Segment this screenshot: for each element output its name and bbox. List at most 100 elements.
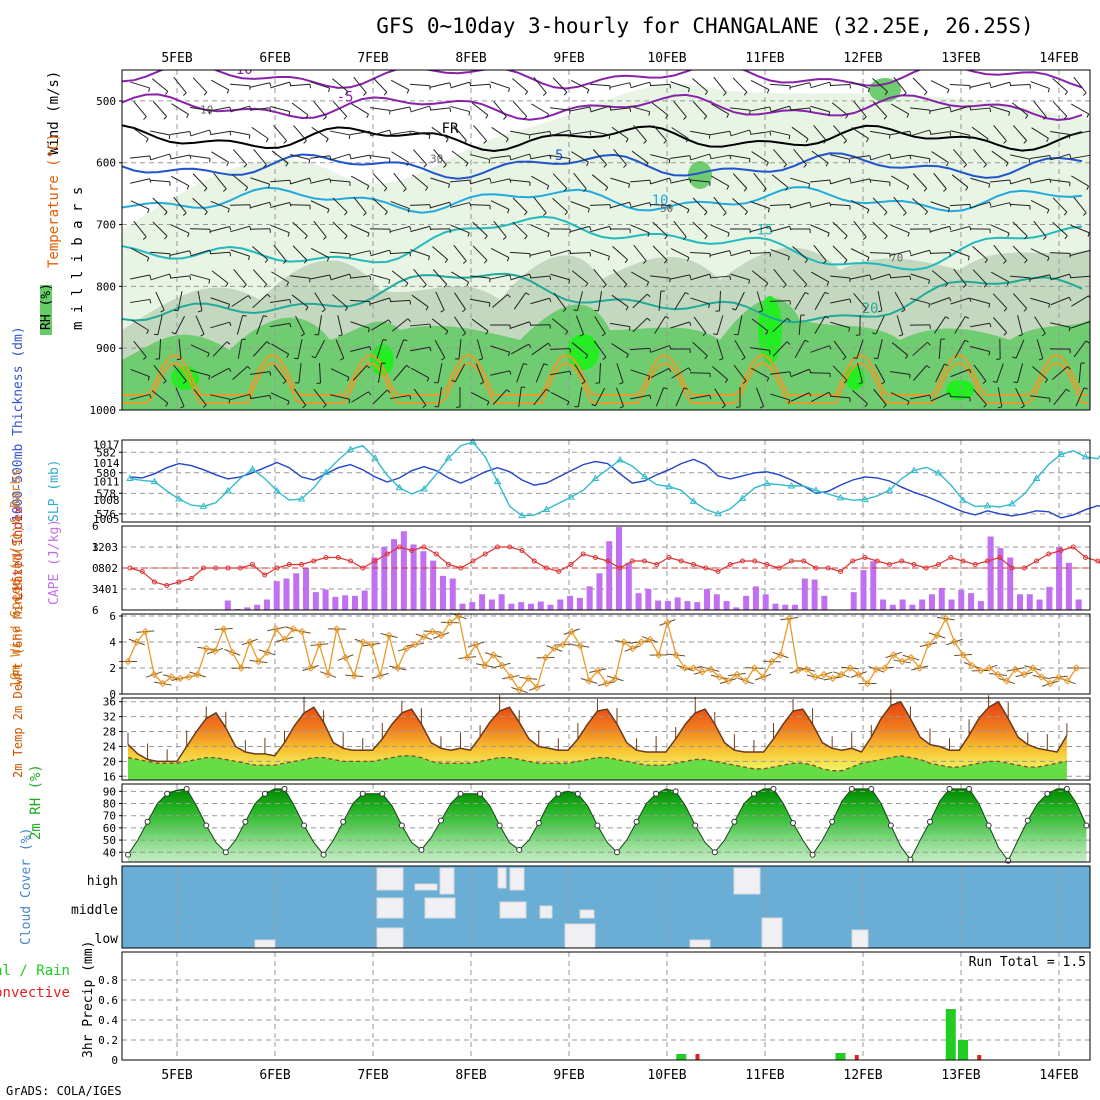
wind-barb bbox=[770, 105, 790, 113]
wind-barb bbox=[991, 150, 1009, 164]
li-point bbox=[1083, 555, 1088, 560]
cape-bar bbox=[694, 602, 701, 610]
wind-barb bbox=[131, 126, 149, 140]
cape-bar bbox=[410, 544, 417, 610]
cape-bar bbox=[234, 608, 241, 610]
tick-label: 580 bbox=[96, 467, 116, 480]
wind-barb bbox=[751, 151, 769, 163]
wind-barb bbox=[470, 391, 490, 403]
wind-barb-flag bbox=[243, 164, 248, 168]
wind-speed-point bbox=[1063, 677, 1072, 685]
wind-barb bbox=[929, 252, 951, 254]
wind-barb bbox=[1013, 125, 1027, 141]
wind-barb-flag bbox=[407, 318, 411, 322]
wind-barb bbox=[170, 175, 190, 187]
wind-barb bbox=[850, 155, 870, 159]
wind-barb bbox=[590, 130, 610, 136]
wind-barb-flag bbox=[586, 89, 590, 94]
wind-barb-flag bbox=[1007, 232, 1010, 238]
wind-barb-flag bbox=[704, 235, 708, 240]
wind-barb-flag bbox=[406, 162, 409, 167]
wind-barb bbox=[769, 300, 791, 302]
wind-barb-flag bbox=[703, 211, 708, 216]
wind-barb bbox=[569, 251, 591, 255]
cape-bar bbox=[655, 600, 662, 610]
wind-barb-flag bbox=[545, 388, 550, 392]
wind-barb-flag bbox=[783, 164, 787, 168]
wind-barb bbox=[193, 388, 207, 406]
wind-barb-flag bbox=[249, 105, 252, 110]
wind-barb bbox=[493, 100, 507, 118]
slp-line-point bbox=[616, 455, 624, 463]
wind-barb bbox=[593, 340, 607, 358]
tick-label: 0.8 bbox=[98, 974, 118, 987]
wind-barb bbox=[471, 318, 489, 332]
wind-barb bbox=[158, 338, 162, 360]
wind-barb bbox=[832, 245, 848, 261]
wind-barb bbox=[390, 200, 410, 210]
cape-bar bbox=[263, 599, 270, 610]
wind-barb bbox=[930, 131, 950, 135]
wind-barb bbox=[913, 365, 927, 381]
wind-barb-flag bbox=[564, 211, 568, 216]
wind-barb bbox=[509, 179, 531, 183]
wind-barb-flag bbox=[171, 331, 176, 335]
wind-barb-flag bbox=[169, 153, 172, 158]
wind-barb-flag bbox=[383, 187, 388, 192]
li-point bbox=[838, 569, 843, 574]
wind-barb bbox=[649, 204, 671, 206]
wind-barb bbox=[732, 198, 748, 212]
rh-contour-label: 50 bbox=[660, 202, 673, 215]
wind-barb bbox=[149, 179, 171, 183]
wind-barb bbox=[469, 204, 491, 206]
wind-barb bbox=[1030, 178, 1050, 184]
wind-speed-point bbox=[141, 627, 150, 636]
wind-barb bbox=[1031, 127, 1049, 139]
tick-label: 6 bbox=[92, 520, 99, 533]
rh-point bbox=[516, 846, 523, 853]
legend-convective: Convective bbox=[0, 985, 70, 1001]
wind-barb bbox=[130, 274, 150, 280]
wind-barb bbox=[516, 363, 524, 383]
wind-barb bbox=[173, 76, 187, 94]
wind-barb-flag bbox=[877, 310, 883, 313]
wind-speed-point bbox=[228, 648, 237, 657]
wind-barb-flag bbox=[608, 135, 611, 140]
wind-speed-point bbox=[480, 661, 489, 670]
wind-barb bbox=[453, 125, 467, 141]
wind-barb-flag bbox=[789, 226, 792, 231]
wind-speed-point bbox=[559, 640, 567, 649]
wind-barb-flag bbox=[282, 380, 287, 384]
li-point bbox=[678, 558, 684, 564]
wind-barb bbox=[990, 81, 1010, 89]
wind-barb bbox=[809, 179, 831, 183]
wind-barb bbox=[210, 226, 230, 232]
wind-barb bbox=[250, 107, 270, 111]
wind-barb-flag bbox=[769, 226, 772, 231]
wind-barb bbox=[393, 172, 407, 190]
li-point bbox=[519, 548, 525, 553]
wind-barb bbox=[612, 246, 628, 260]
wind-barb-flag bbox=[479, 381, 484, 385]
li-point bbox=[911, 562, 917, 567]
wind-barb bbox=[270, 299, 290, 303]
li-point bbox=[286, 562, 292, 567]
wind-barb-flag bbox=[449, 202, 452, 207]
wind-speed-point bbox=[315, 640, 324, 649]
wind-barb bbox=[350, 175, 370, 187]
wind-barb-flag bbox=[269, 82, 272, 87]
wind-barb bbox=[353, 76, 367, 94]
wind-barb-flag bbox=[1006, 281, 1010, 286]
wind-speed-point bbox=[654, 651, 663, 659]
wind-barb bbox=[269, 179, 291, 183]
chart-title: GFS 0~10day 3-hourly for CHANGALANE (32.… bbox=[376, 14, 1033, 38]
wind-barb-flag bbox=[947, 208, 950, 213]
wind-speed-point bbox=[489, 651, 498, 659]
wind-barb bbox=[970, 177, 990, 185]
cape-bar bbox=[361, 590, 368, 610]
wind-barb-flag bbox=[804, 339, 809, 343]
wind-barb bbox=[655, 387, 665, 407]
date-label: 14FEB bbox=[1039, 1068, 1078, 1083]
wind-barb-flag bbox=[1041, 333, 1046, 337]
slp-line-point bbox=[224, 486, 232, 494]
